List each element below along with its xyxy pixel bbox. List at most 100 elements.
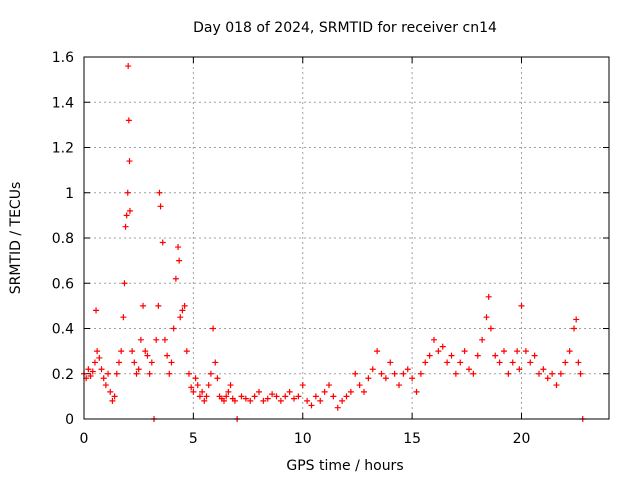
data-point <box>426 352 433 359</box>
data-point <box>153 336 160 343</box>
data-point <box>176 257 183 264</box>
y-tick-label: 1.6 <box>52 50 74 66</box>
data-point <box>496 359 503 366</box>
data-point <box>125 63 132 70</box>
data-point <box>102 382 109 389</box>
data-point <box>122 223 129 230</box>
y-tick-label: 0.8 <box>52 231 74 247</box>
data-point <box>391 370 398 377</box>
data-point <box>190 388 197 395</box>
x-tick-label: 15 <box>403 431 421 447</box>
data-point <box>89 368 96 375</box>
data-point <box>85 366 92 373</box>
data-point <box>334 404 341 411</box>
data-point <box>531 352 538 359</box>
data-point <box>221 397 227 404</box>
data-point <box>186 370 192 377</box>
data-point <box>210 325 217 332</box>
data-point <box>522 348 529 355</box>
data-point <box>242 395 249 402</box>
data-point <box>549 370 556 377</box>
plot-frame <box>83 56 610 420</box>
data-point <box>109 397 116 404</box>
data-point <box>448 352 455 359</box>
chart-title: Day 018 of 2024, SRMTID for receiver cn1… <box>193 20 497 36</box>
data-point <box>514 348 521 355</box>
data-point <box>87 373 94 380</box>
y-tick-label: 0.2 <box>52 367 74 383</box>
data-point <box>96 354 103 361</box>
data-point <box>282 393 289 400</box>
data-point <box>321 388 328 395</box>
data-point <box>227 382 234 389</box>
data-point <box>238 393 245 400</box>
data-point <box>361 388 367 395</box>
data-point <box>387 359 394 366</box>
data-point <box>125 117 132 124</box>
data-point <box>518 302 525 309</box>
y-tick-label: 0 <box>65 412 74 428</box>
data-point <box>183 348 190 355</box>
data-point <box>431 336 437 343</box>
data-point <box>485 293 492 300</box>
data-point <box>164 352 171 359</box>
data-point <box>177 314 184 321</box>
data-point <box>457 359 464 366</box>
y-tick-label: 1.4 <box>52 95 74 111</box>
data-point <box>452 370 459 377</box>
data-point <box>223 393 230 400</box>
data-point <box>155 302 162 309</box>
data-point <box>479 336 486 343</box>
data-point <box>159 239 166 246</box>
data-point <box>113 370 120 377</box>
data-point <box>207 370 214 377</box>
data-point <box>111 393 118 400</box>
y-tick-label: 1.2 <box>52 141 74 157</box>
data-point <box>107 388 114 395</box>
data-point <box>175 244 182 251</box>
y-tick-label: 0.6 <box>52 276 74 292</box>
data-point <box>135 366 142 373</box>
x-tick-label: 10 <box>294 431 312 447</box>
data-point <box>148 359 155 366</box>
data-point <box>124 189 131 196</box>
data-point <box>214 375 221 382</box>
data-point <box>577 370 584 377</box>
data-point <box>93 307 100 314</box>
data-point <box>194 382 201 389</box>
x-axis-label: GPS time / hours <box>286 458 403 474</box>
data-point <box>199 388 206 395</box>
data-point <box>205 382 212 389</box>
data-point <box>137 336 144 343</box>
data-point <box>129 348 136 355</box>
data-point <box>409 375 416 382</box>
data-point <box>157 203 164 210</box>
data-point <box>575 359 582 366</box>
data-point <box>144 352 151 359</box>
data-point <box>212 359 219 366</box>
data-point <box>492 352 499 359</box>
data-point <box>527 359 534 366</box>
data-point <box>487 325 494 332</box>
data-point <box>540 366 547 373</box>
y-tick-label: 0.4 <box>52 322 74 338</box>
data-point <box>308 402 315 409</box>
data-point <box>304 397 311 404</box>
data-point <box>417 370 424 377</box>
data-point <box>247 397 254 404</box>
data-point <box>461 348 468 355</box>
data-point <box>435 348 442 355</box>
data-point <box>269 391 276 398</box>
data-point <box>133 370 140 377</box>
data-point <box>172 275 179 282</box>
data-point <box>264 395 271 402</box>
data-point <box>382 375 389 382</box>
data-point <box>188 384 195 391</box>
data-point <box>347 388 354 395</box>
y-axis-label: SRMTID / TECUs <box>8 182 24 295</box>
data-point <box>94 348 101 355</box>
data-point <box>126 207 133 214</box>
data-point <box>126 158 133 165</box>
data-point <box>166 370 173 377</box>
